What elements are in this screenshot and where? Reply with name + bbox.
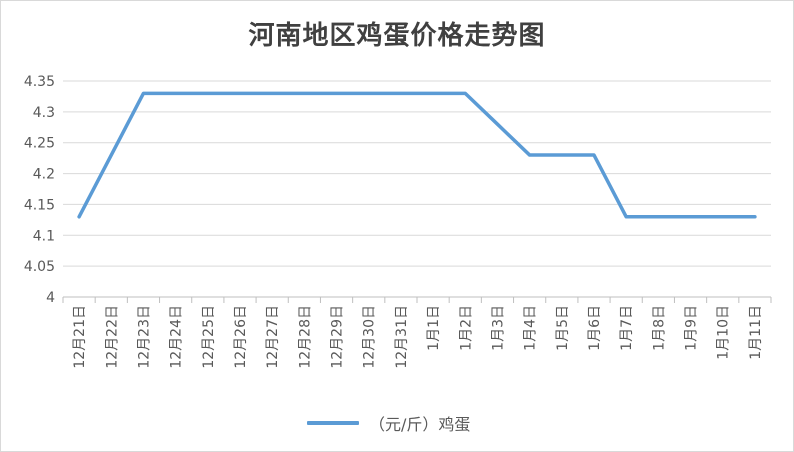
y-tick-label: 4	[46, 290, 55, 306]
x-tick-label: 12月21日	[72, 305, 88, 369]
legend: （元/斤）鸡蛋	[307, 411, 470, 435]
y-tick-label: 4.05	[24, 259, 55, 275]
x-tick-label: 12月27日	[265, 305, 281, 369]
line-chart: 4 4.05 4.1 4.15 4.2 4.25 4.3 4.35 12月21日 12月22日 12…	[24, 74, 772, 369]
x-tick-label: 1月6日	[587, 305, 603, 351]
x-tick-label: 1月2日	[458, 305, 474, 351]
x-tick-label: 12月29日	[330, 305, 346, 369]
x-tick-label: 1月1日	[426, 305, 442, 351]
y-tick-label: 4.2	[33, 167, 55, 183]
x-tick-label: 1月9日	[684, 305, 700, 351]
y-tick-label: 4.25	[24, 136, 55, 152]
chart-title: 河南地区鸡蛋价格走势图	[248, 21, 546, 51]
x-tick-label: 1月7日	[619, 305, 635, 351]
legend-label: （元/斤）鸡蛋	[369, 415, 471, 434]
x-tick-label: 12月31日	[394, 305, 410, 369]
x-tick-label: 12月28日	[297, 305, 313, 369]
x-tick-label: 12月25日	[201, 305, 217, 369]
x-tick-label: 12月30日	[362, 305, 378, 369]
x-tick-label: 1月10日	[716, 305, 732, 360]
x-tick-label: 1月11日	[748, 305, 764, 360]
x-tick-label: 1月8日	[651, 305, 667, 351]
series-line	[77, 91, 757, 219]
x-tick-label: 1月4日	[523, 305, 539, 351]
x-tick-label: 1月3日	[490, 305, 506, 351]
y-tick-label: 4.35	[24, 74, 55, 90]
legend-swatch	[307, 421, 359, 425]
x-tick-label: 12月26日	[233, 305, 249, 369]
x-tick-label: 12月23日	[136, 305, 152, 369]
x-tick-label: 12月22日	[104, 305, 120, 369]
x-tick-label: 1月5日	[555, 305, 571, 351]
y-tick-label: 4.1	[33, 228, 55, 244]
y-tick-label: 4.3	[33, 105, 55, 121]
y-tick-label: 4.15	[24, 197, 55, 213]
x-tick-label: 12月24日	[169, 305, 185, 369]
